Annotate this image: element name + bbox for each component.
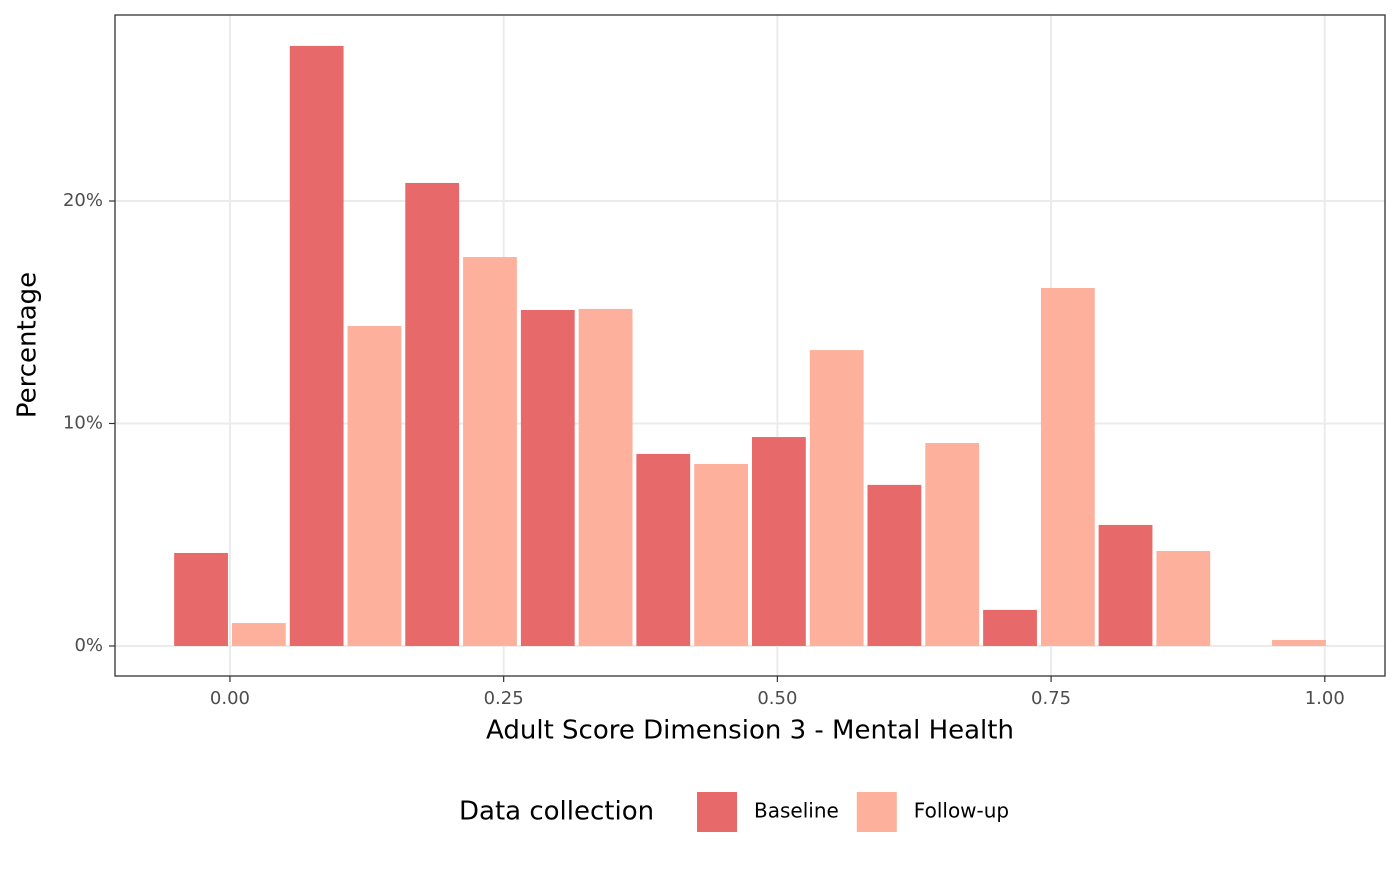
bar (983, 609, 1037, 646)
x-axis-title: Adult Score Dimension 3 - Mental Health (486, 716, 1014, 746)
x-tick-label: 1.00 (1305, 688, 1345, 709)
y-tick-label: 20% (63, 190, 103, 211)
bar (867, 484, 922, 646)
bar (809, 350, 864, 646)
x-tick-label: 0.50 (757, 688, 797, 709)
bar (289, 45, 344, 646)
bar (463, 257, 517, 646)
bar (405, 182, 460, 646)
bar (174, 552, 228, 646)
x-tick-label: 0.75 (1031, 688, 1071, 709)
bar (347, 326, 402, 646)
x-tick-label: 0.25 (484, 688, 524, 709)
bar (520, 310, 575, 646)
legend-title: Data collection (459, 797, 654, 827)
legend-key (856, 792, 897, 832)
legend-key (697, 792, 737, 832)
bar (578, 308, 633, 646)
bar (1098, 524, 1153, 646)
bar (1156, 550, 1211, 646)
bar (1040, 287, 1095, 646)
bar (752, 437, 806, 646)
y-tick-label: 0% (74, 635, 103, 656)
bar (1272, 639, 1326, 646)
legend-label: Baseline (754, 799, 839, 823)
bar (694, 463, 748, 646)
x-tick-label: 0.00 (210, 688, 250, 709)
bar (636, 453, 691, 646)
bar (231, 623, 286, 646)
bar (925, 443, 980, 646)
legend-label: Follow-up (914, 799, 1009, 823)
plot-border (114, 14, 1386, 677)
y-tick-label: 10% (63, 412, 103, 433)
y-axis-title: Percentage (13, 272, 43, 418)
